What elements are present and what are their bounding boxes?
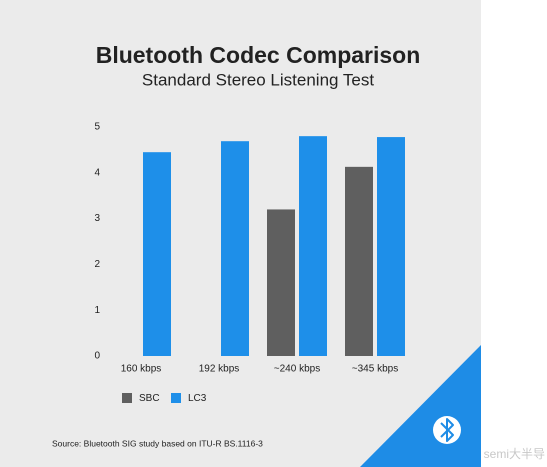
bar	[143, 152, 171, 356]
bar	[345, 166, 373, 356]
y-tick-label: 2	[94, 259, 100, 270]
legend-label: SBC	[139, 393, 160, 404]
bar	[299, 136, 327, 356]
bar	[377, 137, 405, 356]
x-tick-label: ~345 kbps	[352, 364, 398, 375]
x-tick-label: ~240 kbps	[274, 364, 320, 375]
chart-subtitle: Standard Stereo Listening Test	[142, 70, 374, 89]
bluetooth-symbol	[440, 418, 454, 442]
y-tick-label: 0	[94, 351, 100, 362]
source-note: Source: Bluetooth SIG study based on ITU…	[52, 438, 263, 448]
legend-swatch	[122, 393, 132, 403]
legend-swatch	[171, 393, 181, 403]
x-tick-label: 160 kbps	[121, 364, 162, 375]
bar	[221, 141, 249, 356]
legend-label: LC3	[188, 393, 207, 404]
x-tick-label: 192 kbps	[199, 364, 240, 375]
y-tick-label: 5	[94, 122, 100, 133]
y-tick-label: 4	[94, 167, 100, 178]
chart-title: Bluetooth Codec Comparison	[96, 42, 421, 68]
y-tick-label: 3	[94, 213, 100, 224]
watermark: semi大半导	[484, 447, 545, 461]
bar	[267, 209, 295, 356]
y-tick-label: 1	[94, 305, 100, 316]
